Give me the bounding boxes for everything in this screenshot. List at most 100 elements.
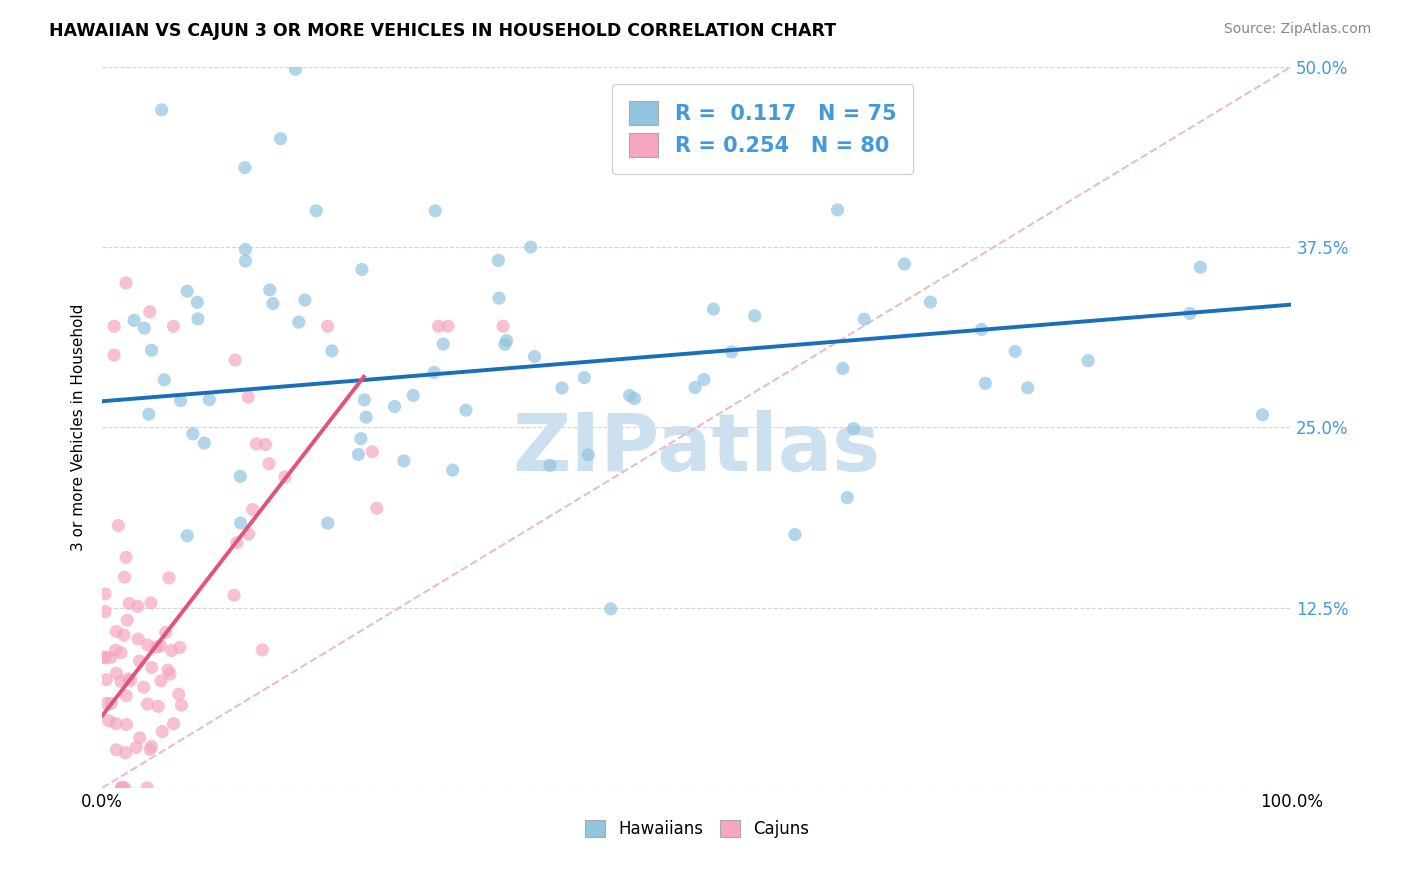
Point <box>486 253 509 268</box>
Point <box>623 392 645 406</box>
Point <box>229 469 252 483</box>
Point <box>1189 260 1212 275</box>
Point <box>198 392 221 407</box>
Point <box>136 780 159 795</box>
Point <box>181 426 204 441</box>
Point <box>437 319 460 334</box>
Point <box>842 422 865 436</box>
Point <box>125 740 148 755</box>
Text: ZIPatlas: ZIPatlas <box>513 409 882 488</box>
Point <box>361 444 384 458</box>
Point <box>167 687 190 701</box>
Point <box>837 491 859 505</box>
Point <box>156 663 179 677</box>
Point <box>488 291 510 305</box>
Point <box>105 666 128 681</box>
Point <box>112 780 135 795</box>
Point <box>720 344 742 359</box>
Point <box>354 410 377 425</box>
Point <box>225 536 247 550</box>
Point <box>110 646 132 660</box>
Point <box>827 202 849 217</box>
Point <box>974 376 997 391</box>
Point <box>229 516 252 530</box>
Point <box>425 203 447 218</box>
Point <box>257 457 280 471</box>
Point <box>115 689 138 703</box>
Point <box>441 463 464 477</box>
Point <box>141 343 163 358</box>
Point <box>100 650 122 665</box>
Point <box>94 605 117 619</box>
Point <box>599 602 621 616</box>
Point <box>1004 344 1026 359</box>
Point <box>139 596 162 610</box>
Point <box>103 319 125 334</box>
Point <box>153 373 176 387</box>
Point <box>146 699 169 714</box>
Point <box>432 337 454 351</box>
Point <box>347 447 370 461</box>
Point <box>321 343 343 358</box>
Point <box>110 780 132 795</box>
Point <box>538 458 561 473</box>
Point <box>96 673 118 687</box>
Point <box>350 432 373 446</box>
Point <box>702 302 724 317</box>
Point <box>127 632 149 646</box>
Point <box>97 714 120 728</box>
Point <box>274 470 297 484</box>
Point <box>94 651 117 665</box>
Point <box>683 380 706 394</box>
Text: HAWAIIAN VS CAJUN 3 OR MORE VEHICLES IN HOUSEHOLD CORRELATION CHART: HAWAIIAN VS CAJUN 3 OR MORE VEHICLES IN … <box>49 22 837 40</box>
Point <box>235 243 257 257</box>
Point <box>254 437 277 451</box>
Legend: Hawaiians, Cajuns: Hawaiians, Cajuns <box>578 813 815 845</box>
Point <box>831 361 853 376</box>
Point <box>259 283 281 297</box>
Point <box>316 516 339 530</box>
Point <box>127 599 149 614</box>
Point <box>112 628 135 642</box>
Point <box>141 660 163 674</box>
Point <box>693 372 716 386</box>
Point <box>110 780 132 795</box>
Point <box>350 262 373 277</box>
Point <box>294 293 316 307</box>
Point <box>155 625 177 640</box>
Point <box>366 501 388 516</box>
Point <box>224 353 246 368</box>
Point <box>287 315 309 329</box>
Point <box>242 502 264 516</box>
Point <box>115 613 138 627</box>
Point <box>145 640 167 654</box>
Point <box>120 673 142 688</box>
Point <box>149 639 172 653</box>
Point <box>159 667 181 681</box>
Point <box>114 746 136 760</box>
Point <box>128 654 150 668</box>
Point <box>170 393 193 408</box>
Point <box>353 392 375 407</box>
Point <box>100 697 122 711</box>
Point <box>519 240 541 254</box>
Point <box>139 305 162 319</box>
Point <box>150 724 173 739</box>
Point <box>270 132 292 146</box>
Point <box>114 570 136 584</box>
Y-axis label: 3 or more Vehicles in Household: 3 or more Vehicles in Household <box>72 303 86 551</box>
Point <box>783 527 806 541</box>
Point <box>112 780 135 795</box>
Point <box>744 309 766 323</box>
Point <box>187 311 209 326</box>
Point <box>384 400 406 414</box>
Point <box>157 571 180 585</box>
Point <box>1178 307 1201 321</box>
Point <box>107 518 129 533</box>
Point <box>284 62 307 77</box>
Point <box>136 697 159 711</box>
Point <box>118 597 141 611</box>
Point <box>574 370 596 384</box>
Point <box>316 319 339 334</box>
Point <box>162 319 184 334</box>
